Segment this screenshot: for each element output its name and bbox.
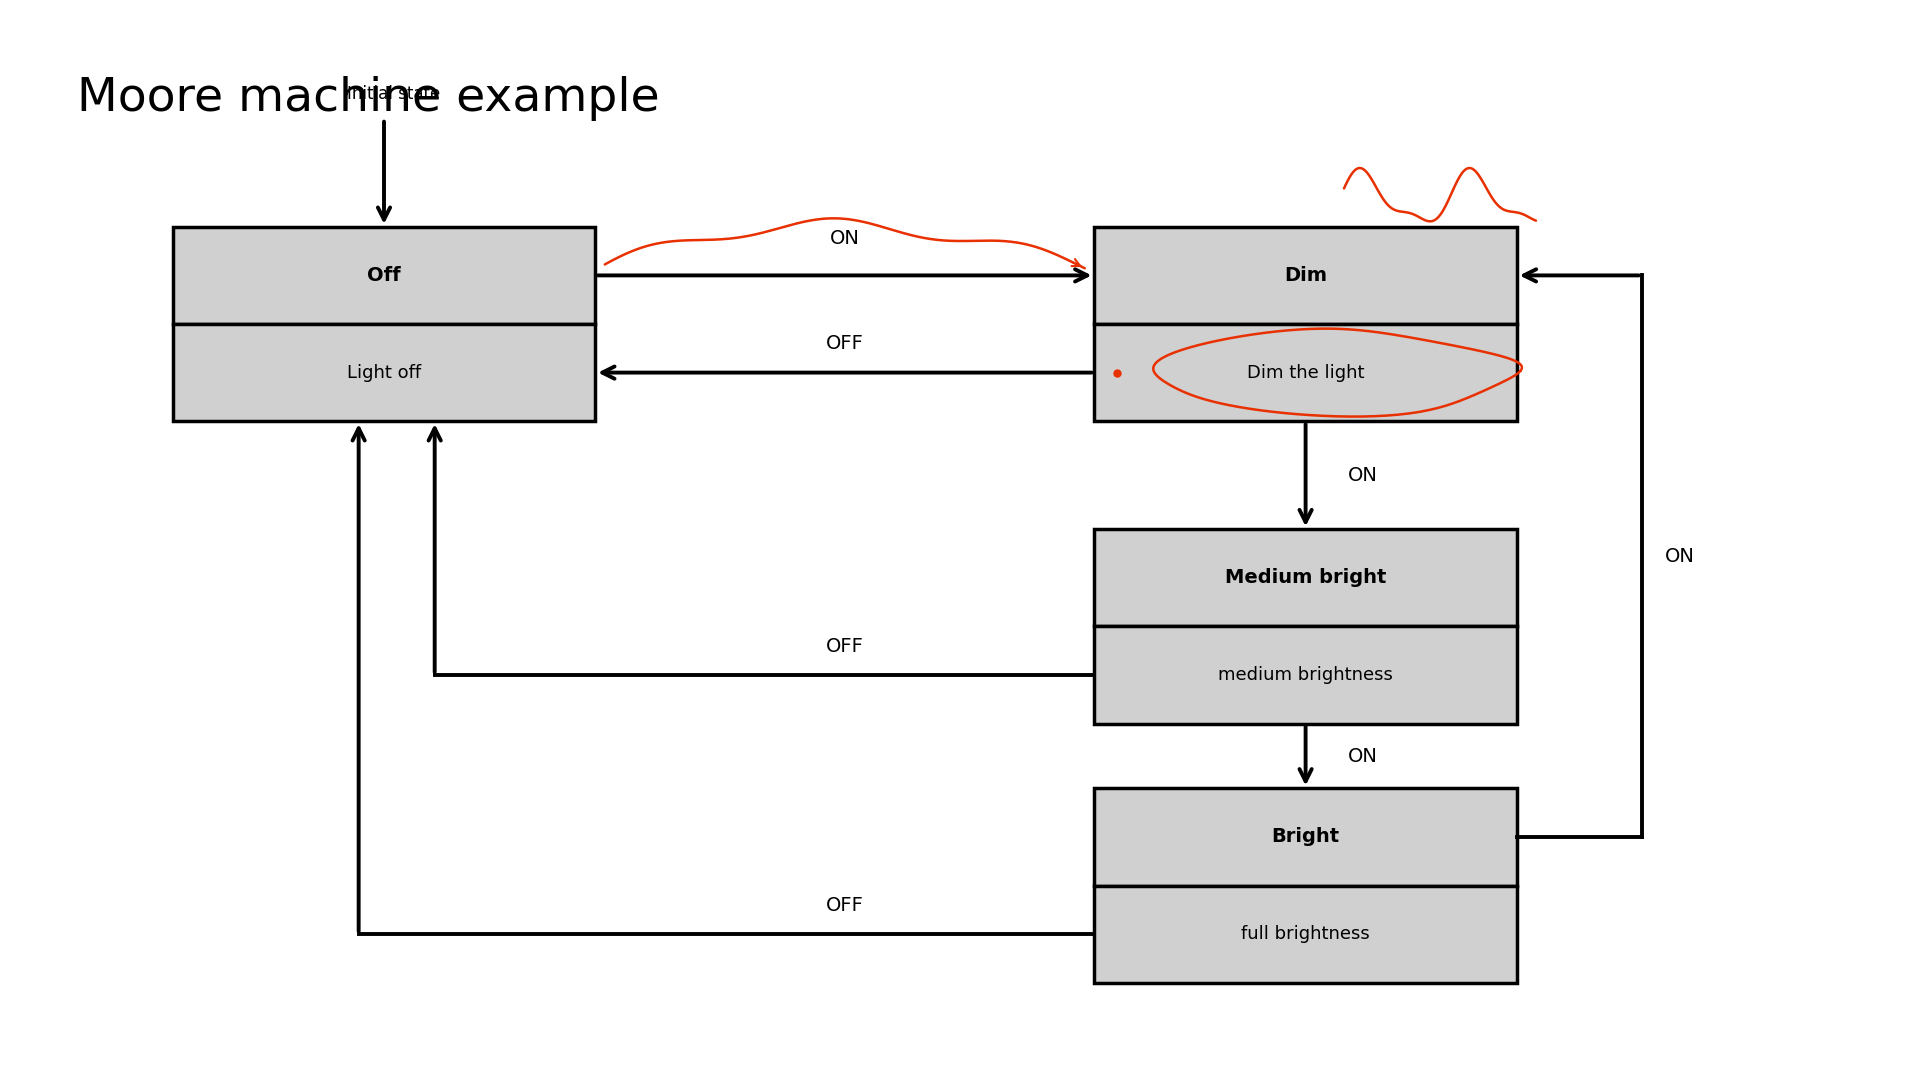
Text: Bright: Bright	[1271, 827, 1340, 847]
FancyBboxPatch shape	[1094, 886, 1517, 983]
FancyBboxPatch shape	[1094, 227, 1517, 324]
FancyBboxPatch shape	[173, 324, 595, 421]
Text: OFF: OFF	[826, 895, 864, 915]
FancyBboxPatch shape	[1094, 626, 1517, 724]
Text: ON: ON	[1348, 746, 1379, 766]
Text: Medium bright: Medium bright	[1225, 568, 1386, 588]
Text: Dim: Dim	[1284, 266, 1327, 285]
Text: Initial state: Initial state	[348, 84, 440, 103]
FancyBboxPatch shape	[1094, 788, 1517, 886]
Text: Moore machine example: Moore machine example	[77, 76, 659, 121]
Text: ON: ON	[1665, 546, 1695, 566]
Text: Dim the light: Dim the light	[1246, 364, 1365, 381]
Text: ON: ON	[829, 229, 860, 248]
FancyBboxPatch shape	[1094, 529, 1517, 626]
Text: Off: Off	[367, 266, 401, 285]
FancyBboxPatch shape	[173, 227, 595, 324]
Text: OFF: OFF	[826, 334, 864, 353]
Text: Light off: Light off	[348, 364, 420, 381]
Text: ON: ON	[1348, 465, 1379, 485]
Text: OFF: OFF	[826, 636, 864, 656]
Text: medium brightness: medium brightness	[1217, 666, 1394, 684]
FancyBboxPatch shape	[1094, 324, 1517, 421]
Text: full brightness: full brightness	[1240, 926, 1371, 943]
